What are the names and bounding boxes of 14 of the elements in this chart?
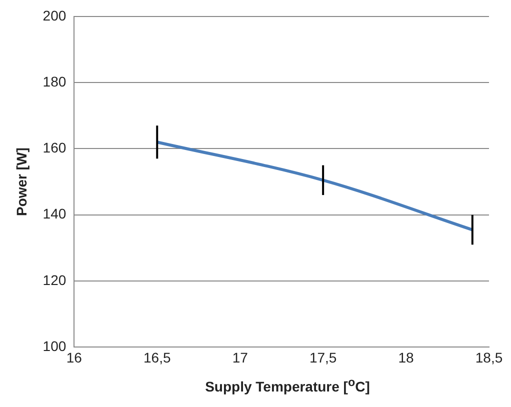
y-tick-label: 200	[42, 7, 66, 24]
x-axis-title: Supply Temperature [$^{o}$C]	[204, 376, 371, 395]
x-tick-label: 16,5	[144, 349, 171, 366]
x-tick-label: 17	[232, 349, 248, 366]
y-tick-label: 140	[42, 206, 66, 222]
y-axis-title: Power [W]	[13, 148, 30, 216]
y-tick-label: 100	[42, 338, 66, 354]
x-tick-label: 17,5	[309, 349, 337, 366]
x-tick-label: 18	[398, 349, 414, 366]
y-tick-label: 180	[42, 73, 66, 90]
y-tick-label: 160	[42, 140, 66, 156]
y-tick-label: 120	[42, 272, 66, 288]
x-tick-label: 16	[66, 349, 82, 366]
x-tick-label: 18,5	[475, 349, 503, 366]
